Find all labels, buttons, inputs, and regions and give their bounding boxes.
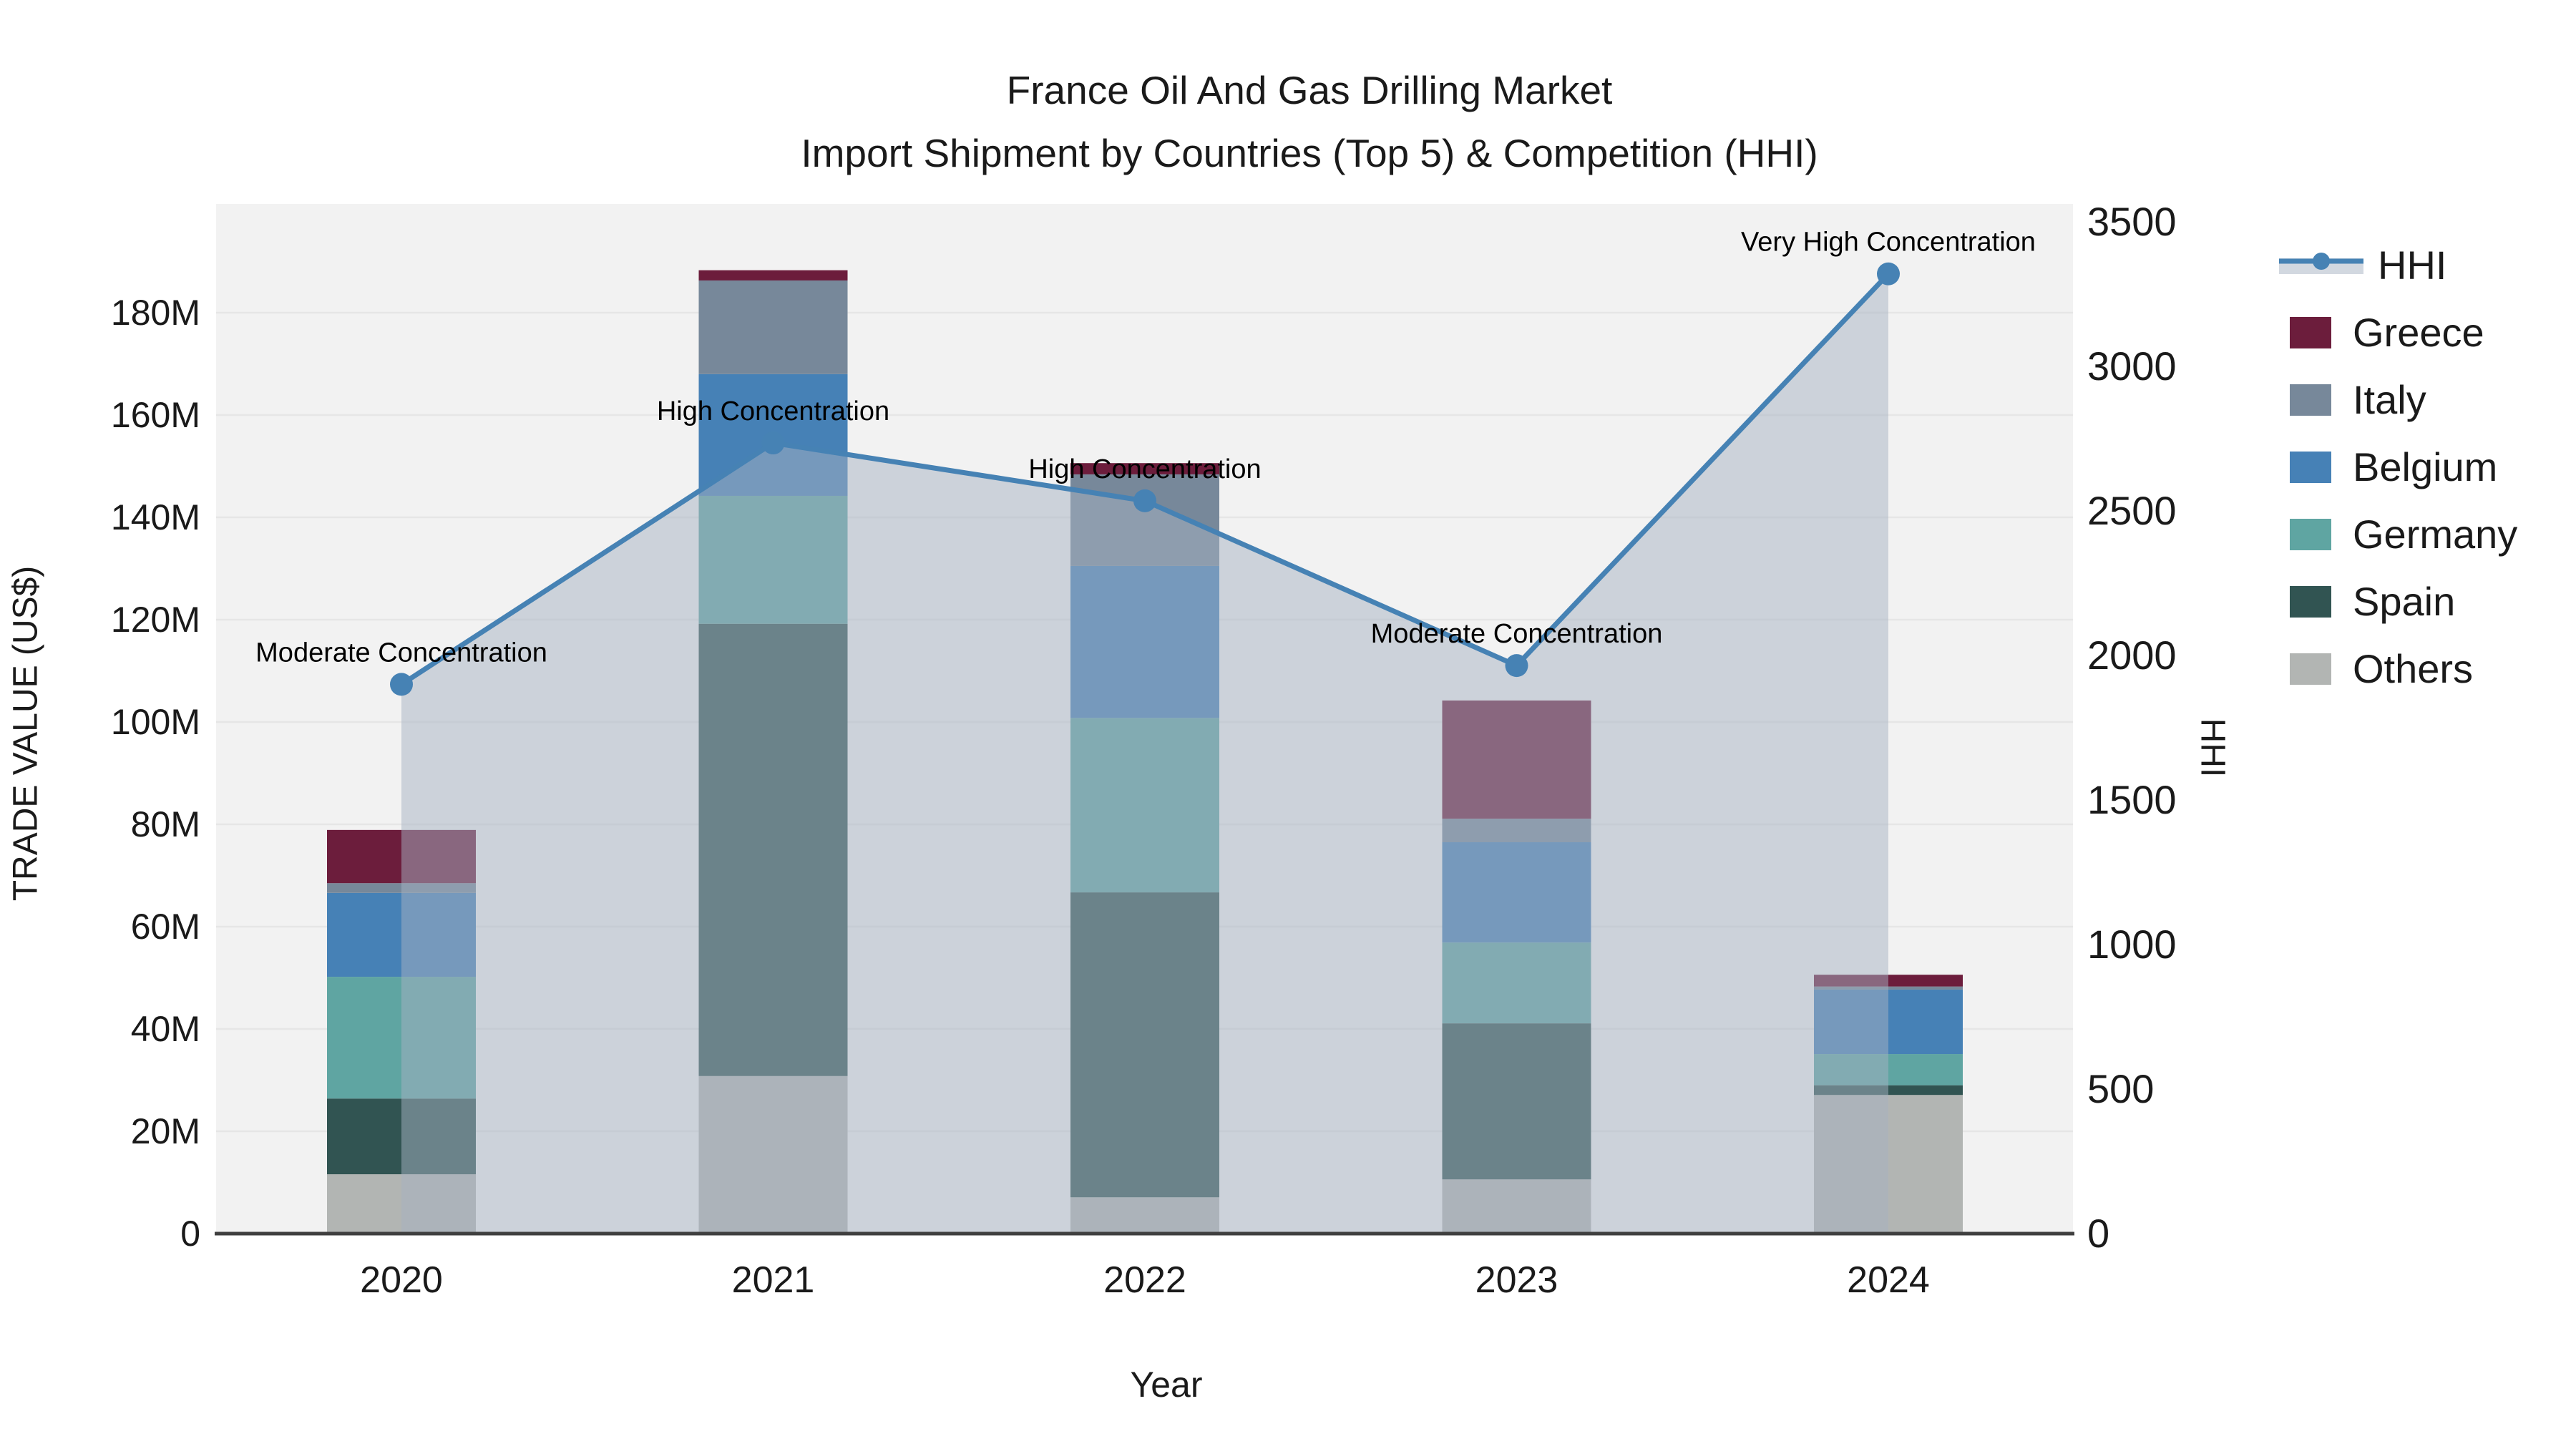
legend-item-label: Spain	[2353, 579, 2456, 624]
annotation-2022: High Concentration	[1028, 454, 1261, 484]
chart-title: France Oil And Gas Drilling Market Impor…	[801, 59, 1818, 185]
y-right-tick-label: 2500	[2087, 488, 2177, 533]
hhi-marker-2023[interactable]	[1505, 654, 1528, 678]
legend-swatch-greece	[2290, 317, 2331, 348]
legend-item-others[interactable]: Others	[2279, 645, 2517, 693]
x-tick-label-2023: 2023	[1475, 1259, 1558, 1301]
chart-title-line1: France Oil And Gas Drilling Market	[1006, 68, 1613, 112]
legend: HHI Greece Italy Belgium Germany Spain Others	[2279, 242, 2517, 713]
legend-item-label: Others	[2353, 646, 2474, 691]
hhi-area	[401, 273, 1888, 1234]
y-axis-title-right: HHI	[2193, 718, 2232, 778]
bar-segment-italy-2021[interactable]	[698, 280, 848, 374]
hhi-marker-2022[interactable]	[1133, 489, 1156, 512]
y-left-tick-label: 100M	[111, 702, 200, 742]
y-right-tick-label: 2000	[2087, 633, 2177, 678]
y-left-tick-label: 80M	[131, 804, 200, 844]
legend-item-label: Belgium	[2353, 444, 2498, 489]
y-right-tick-label: 500	[2087, 1066, 2154, 1111]
y-right-tick-label: 0	[2087, 1211, 2109, 1256]
bar-segment-greece-2022[interactable]	[1070, 463, 1219, 474]
hhi-marker-2020[interactable]	[390, 673, 413, 696]
legend-item-label: Germany	[2353, 512, 2518, 557]
y-left-tick-label: 60M	[131, 907, 200, 947]
y-right-tick-label: 1500	[2087, 777, 2177, 822]
y-left-tick-label: 140M	[111, 497, 200, 537]
x-tick-label-2024: 2024	[1847, 1259, 1930, 1301]
legend-item-spain[interactable]: Spain	[2279, 578, 2517, 625]
x-axis-title: Year	[1130, 1365, 1203, 1405]
y-left-tick-label: 40M	[131, 1009, 200, 1049]
legend-item-italy[interactable]: Italy	[2279, 376, 2517, 424]
annotation-2021: High Concentration	[657, 396, 889, 426]
annotation-2023: Moderate Concentration	[1371, 619, 1663, 649]
legend-item-belgium[interactable]: Belgium	[2279, 444, 2517, 491]
legend-item-label: Italy	[2353, 377, 2426, 422]
y-right-tick-label: 1000	[2087, 922, 2177, 967]
chart-title-line2: Import Shipment by Countries (Top 5) & C…	[801, 131, 1818, 175]
legend-swatch-germany	[2290, 519, 2331, 550]
x-tick-label-2021: 2021	[732, 1259, 815, 1301]
y-axis-title-left: TRADE VALUE (US$)	[6, 565, 45, 902]
legend-swatch-others	[2290, 653, 2331, 685]
y-left-tick-label: 180M	[111, 293, 200, 333]
hhi-marker-2021[interactable]	[761, 431, 785, 455]
x-tick-label-2020: 2020	[360, 1259, 443, 1301]
hhi-legend-sample	[2279, 253, 2363, 274]
y-right-tick-label: 3500	[2087, 199, 2177, 244]
legend-item-label: Greece	[2353, 310, 2484, 355]
bar-segment-greece-2021[interactable]	[698, 270, 848, 280]
legend-swatch-spain	[2290, 586, 2331, 618]
y-left-tick-label: 160M	[111, 395, 200, 435]
y-left-tick-label: 20M	[131, 1111, 200, 1151]
legend-item-hhi[interactable]: HHI	[2279, 242, 2517, 289]
hhi-marker-2024[interactable]	[1877, 262, 1900, 286]
legend-item-germany[interactable]: Germany	[2279, 511, 2517, 558]
x-tick-label-2022: 2022	[1103, 1259, 1186, 1301]
legend-swatch-italy	[2290, 384, 2331, 416]
y-left-tick-label: 0	[180, 1214, 200, 1254]
y-right-tick-label: 3000	[2087, 343, 2177, 389]
annotation-2024: Very High Concentration	[1741, 228, 2036, 258]
annotation-2020: Moderate Concentration	[255, 638, 547, 668]
legend-swatch-belgium	[2290, 452, 2331, 483]
legend-item-greece[interactable]: Greece	[2279, 309, 2517, 356]
y-left-tick-label: 120M	[111, 600, 200, 640]
legend-item-label: HHI	[2378, 243, 2447, 288]
